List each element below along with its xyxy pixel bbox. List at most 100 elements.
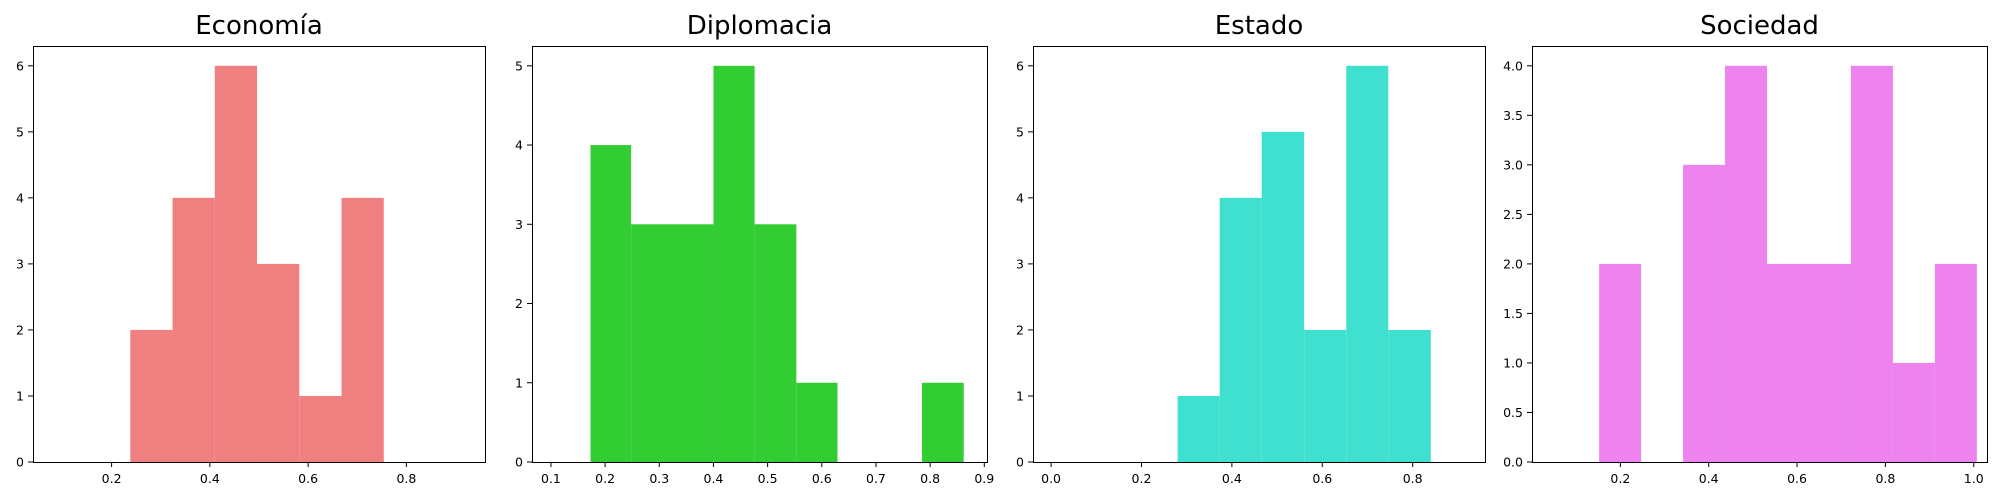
x-tick-label: 0.4 (1699, 471, 1719, 486)
y-tick-label: 3 (1016, 256, 1024, 271)
histogram-bar (713, 65, 755, 463)
bars (130, 65, 384, 463)
y-tick-label: 3 (16, 256, 24, 271)
y-tick-label: 0 (16, 455, 24, 470)
histogram-bar (1934, 263, 1977, 462)
y-tick-label: 0 (515, 455, 523, 470)
axes-frame (33, 46, 486, 463)
histogram-bar (1850, 65, 1893, 463)
x-tick-label: 0.6 (812, 471, 832, 486)
y-tick-label: 1.0 (1503, 355, 1523, 370)
panel-diplomacia: Diplomacia 0.1 0.2 0.3 0.4 0.5 0.6 0.7 0.8 0.9 0 1… (515, 11, 994, 486)
histogram-bar (754, 224, 797, 462)
x-tick-label: 0.2 (1610, 471, 1630, 486)
histogram-bar (1346, 65, 1389, 463)
y-tick-label: 0 (1016, 455, 1024, 470)
panel-title: Sociedad (1700, 11, 1819, 41)
y-tick-label: 2 (515, 296, 523, 311)
x-tick-label: 0.6 (1312, 471, 1332, 486)
axes-frame (1033, 46, 1486, 463)
bars (1177, 65, 1431, 463)
bars (1599, 65, 1977, 463)
x-tick-label: 0.8 (396, 471, 416, 486)
x-tick-label: 0.2 (595, 471, 615, 486)
y-tick-label: 2.5 (1503, 207, 1523, 222)
y-tick-label: 1 (1016, 388, 1024, 403)
histogram-bar (257, 263, 300, 462)
histogram-bar (1892, 362, 1935, 462)
histogram-bar (299, 395, 342, 462)
y-tick-label: 2 (1016, 322, 1024, 337)
y-tick-label: 3.5 (1503, 108, 1523, 123)
y-tick-label: 5 (515, 58, 523, 73)
x-tick-label: 0.5 (758, 471, 778, 486)
histogram-bar (130, 329, 173, 462)
histogram-bar (1388, 329, 1431, 462)
panel-title: Diplomacia (687, 11, 833, 41)
panel-economia: Economía 0.2 0.4 0.6 0.8 0 1 2 3 4 5 6 (16, 11, 486, 486)
panel-estado: Estado 0.0 0.2 0.4 0.6 0.8 0 1 2 3 4 5 6 (1016, 11, 1486, 486)
y-tick-label: 6 (1016, 58, 1024, 73)
histogram-bar (1683, 164, 1726, 462)
y-tick-label: 6 (16, 58, 24, 73)
histogram-bar (796, 382, 838, 462)
y-tick-label: 4 (1016, 190, 1024, 205)
y-tick-label: 4 (515, 138, 523, 153)
y-tick-label: 2.0 (1503, 256, 1523, 271)
histogram-bar (214, 65, 258, 463)
x-tick-label: 0.2 (1132, 471, 1152, 486)
x-tick-label: 0.6 (1787, 471, 1807, 486)
y-tick-label: 1.5 (1503, 306, 1523, 321)
x-tick-label: 0.6 (298, 471, 318, 486)
x-axis: 0.2 0.4 0.6 0.8 1.0 (1610, 462, 1984, 486)
x-tick-label: 0.0 (1041, 471, 1061, 486)
y-tick-label: 4 (16, 190, 24, 205)
panel-title: Estado (1215, 11, 1304, 41)
y-axis: 0.0 0.5 1.0 1.5 2.0 2.5 3.0 3.5 4.0 (1503, 58, 1532, 470)
y-tick-label: 2 (16, 322, 24, 337)
y-tick-label: 5 (1016, 124, 1024, 139)
panel-sociedad: Sociedad 0.2 0.4 0.6 0.8 1.0 0.0 0.5 1.0 1.5 2.0 2… (1503, 11, 1988, 486)
histogram-bar (1219, 197, 1262, 462)
x-axis: 0.1 0.2 0.3 0.4 0.5 0.6 0.7 0.8 0.9 (541, 462, 994, 486)
histogram-bar (1177, 395, 1220, 462)
histogram-bar (1767, 263, 1851, 462)
histogram-bar (1599, 263, 1642, 462)
x-tick-label: 0.8 (1403, 471, 1423, 486)
x-tick-label: 0.3 (649, 471, 669, 486)
bars (590, 65, 964, 463)
axes-frame (532, 46, 988, 463)
histogram-bar (922, 382, 964, 462)
histogram-bar (341, 197, 384, 462)
axes-frame (1532, 46, 1988, 463)
y-tick-label: 0.5 (1503, 405, 1523, 420)
y-tick-label: 3 (515, 217, 523, 232)
y-tick-label: 4.0 (1503, 58, 1523, 73)
histogram-bar (1725, 65, 1768, 463)
x-tick-label: 0.1 (541, 471, 561, 486)
histogram-bar (631, 224, 714, 462)
histogram-bar (1304, 329, 1347, 462)
x-axis: 0.0 0.2 0.4 0.6 0.8 (1041, 462, 1423, 486)
y-tick-label: 0.0 (1503, 455, 1523, 470)
y-tick-label: 1 (16, 388, 24, 403)
histogram-bar (172, 197, 215, 462)
x-tick-label: 0.9 (974, 471, 994, 486)
y-axis: 0 1 2 3 4 5 (515, 58, 532, 470)
x-tick-label: 0.7 (866, 471, 886, 486)
x-tick-label: 0.8 (920, 471, 940, 486)
y-axis: 0 1 2 3 4 5 6 (1016, 58, 1033, 470)
histogram-bar (1261, 131, 1305, 463)
x-tick-label: 0.4 (704, 471, 724, 486)
x-axis: 0.2 0.4 0.6 0.8 (102, 462, 416, 486)
x-tick-label: 0.4 (200, 471, 220, 486)
y-tick-label: 1 (515, 375, 523, 390)
y-tick-label: 3.0 (1503, 157, 1523, 172)
x-tick-label: 0.2 (102, 471, 122, 486)
x-tick-label: 0.4 (1222, 471, 1242, 486)
y-axis: 0 1 2 3 4 5 6 (16, 58, 33, 470)
histogram-bar (590, 145, 632, 463)
y-tick-label: 5 (16, 124, 24, 139)
x-tick-label: 0.8 (1875, 471, 1895, 486)
